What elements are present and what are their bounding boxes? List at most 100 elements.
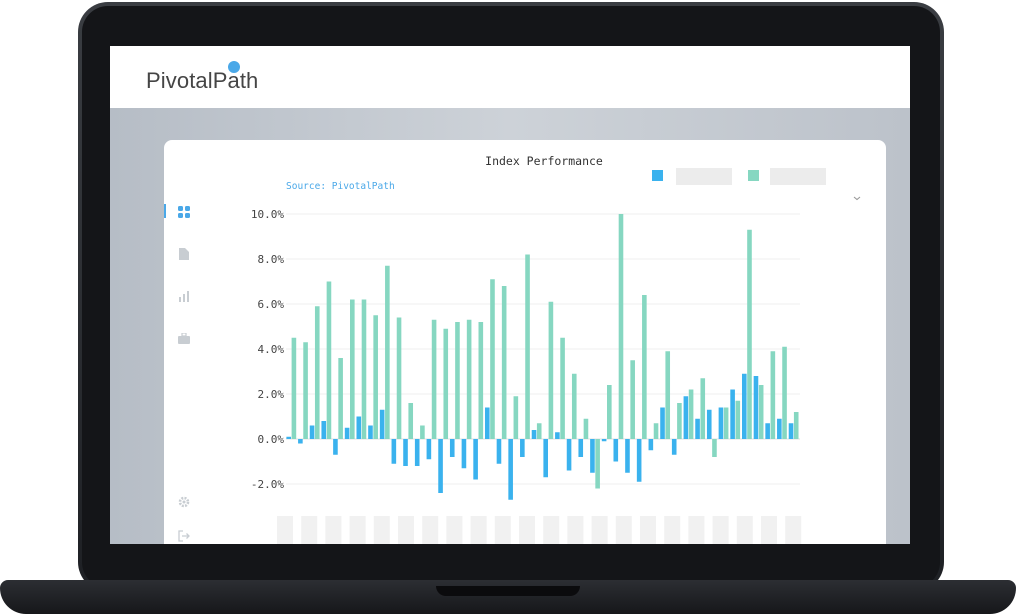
x-tick-label-placeholder: [301, 516, 318, 544]
bar-series-2: [326, 281, 332, 439]
bar-series-2: [525, 254, 530, 439]
x-tick-label-placeholder: [761, 516, 777, 544]
logout-icon[interactable]: [178, 530, 190, 542]
y-tick-label: 4.0%: [258, 343, 285, 356]
bar-series-1: [403, 439, 408, 466]
bar-series-2: [513, 396, 519, 439]
x-tick-label-placeholder: [688, 516, 705, 544]
chart-title: Index Performance: [485, 154, 603, 168]
bar-series-1: [555, 432, 560, 439]
bar-series-2: [443, 328, 449, 439]
bar-chart: 10.0% 8.0% 6.0% 4.0% 2.0% 0.0% -2.0%: [251, 208, 802, 544]
bar-series-1: [777, 418, 782, 439]
briefcase-icon[interactable]: [178, 332, 190, 344]
laptop-notch: [436, 586, 580, 596]
bar-series-2: [548, 301, 554, 439]
legend-label-series-2: [770, 168, 826, 185]
bar-series-2: [583, 418, 589, 439]
bar-series-2: [747, 229, 752, 439]
x-tick-label-placeholder: [736, 516, 753, 544]
bar-series-2: [431, 319, 437, 439]
document-icon[interactable]: [178, 248, 190, 260]
chart-card: Index Performance Source: PivotalPath 10…: [164, 140, 886, 544]
dashboard-icon[interactable]: [178, 206, 190, 218]
bar-series-1: [520, 439, 525, 457]
bar-series-2: [314, 306, 320, 439]
y-tick-label: -2.0%: [251, 478, 284, 491]
bar-series-1: [636, 439, 642, 482]
bar-series-2: [723, 407, 729, 439]
bar-series-2: [688, 389, 694, 439]
y-tick-label: 2.0%: [258, 388, 285, 401]
bar-series-2: [782, 346, 787, 439]
screen: PivotalPath Index Performance Source: Pi…: [110, 46, 910, 544]
x-tick-label-placeholder: [446, 516, 463, 544]
bar-series-2: [700, 378, 706, 439]
bar-series-1: [298, 439, 303, 444]
bar-series-2: [758, 385, 764, 439]
bar-series-2: [338, 358, 343, 439]
bar-series-1: [461, 439, 467, 469]
bar-series-2: [665, 351, 671, 439]
bar-series-2: [536, 423, 542, 439]
bar-series-2: [571, 373, 577, 439]
bar-series-1: [391, 439, 397, 464]
x-tick-label-placeholder: [470, 516, 487, 544]
bar-series-2: [712, 439, 717, 457]
chevron-down-icon[interactable]: [852, 188, 862, 201]
bar-series-1: [333, 439, 338, 455]
bar-series-1: [356, 416, 362, 439]
bar-series-1: [695, 418, 700, 439]
x-tick-label-placeholder: [373, 516, 390, 544]
bar-series-1: [379, 409, 385, 439]
bar-series-1: [660, 407, 665, 439]
bar-series-2: [501, 286, 507, 439]
bar-series-1: [473, 439, 478, 480]
bar-series-2: [677, 403, 682, 439]
sidebar-active-indicator: [164, 204, 166, 218]
bar-series-1: [578, 439, 584, 457]
x-tick-label-placeholder: [349, 516, 366, 544]
bar-series-1: [426, 439, 432, 460]
bar-series-2: [291, 337, 297, 439]
chart-source: Source: PivotalPath: [286, 181, 395, 192]
x-tick-label-placeholder: [664, 516, 681, 544]
bar-series-1: [671, 439, 677, 455]
bar-series-2: [350, 299, 355, 439]
bar-series-1: [414, 439, 420, 466]
bar-series-1: [753, 376, 759, 439]
bar-series-2: [303, 342, 308, 439]
bar-series-2: [466, 319, 472, 439]
bar-series-2: [408, 403, 414, 439]
bar-series-2: [642, 295, 647, 439]
bar-series-1: [788, 423, 794, 439]
x-tick-label-placeholder: [712, 516, 729, 544]
bar-series-1: [484, 407, 490, 439]
bar-series-2: [396, 317, 402, 439]
top-bar: PivotalPath: [110, 46, 910, 108]
x-tick-label-placeholder: [325, 516, 342, 544]
logo[interactable]: PivotalPath: [146, 68, 259, 93]
bar-series-2: [560, 337, 565, 439]
bar-series-1: [590, 439, 595, 473]
bar-series-2: [595, 439, 600, 489]
bar-series-2: [770, 351, 776, 439]
x-tick-label-placeholder: [398, 516, 414, 544]
legend-swatch-series-2: [748, 170, 759, 181]
bar-series-1: [566, 439, 572, 471]
bar-chart-icon[interactable]: [178, 290, 190, 302]
x-tick-label-placeholder: [494, 516, 511, 544]
bar-series-2: [607, 385, 612, 439]
bar-series-1: [613, 439, 619, 462]
bar-series-2: [455, 322, 460, 439]
bar-series-1: [683, 396, 689, 439]
x-tick-label-placeholder: [422, 516, 439, 544]
y-tick-label: 8.0%: [258, 253, 285, 266]
bar-series-1: [730, 389, 735, 439]
bar-series-1: [706, 409, 712, 439]
bar-series-2: [490, 279, 495, 439]
gear-icon[interactable]: [178, 496, 190, 508]
bar-series-1: [344, 427, 350, 439]
bar-series-1: [309, 425, 315, 439]
bar-series-2: [793, 412, 799, 439]
